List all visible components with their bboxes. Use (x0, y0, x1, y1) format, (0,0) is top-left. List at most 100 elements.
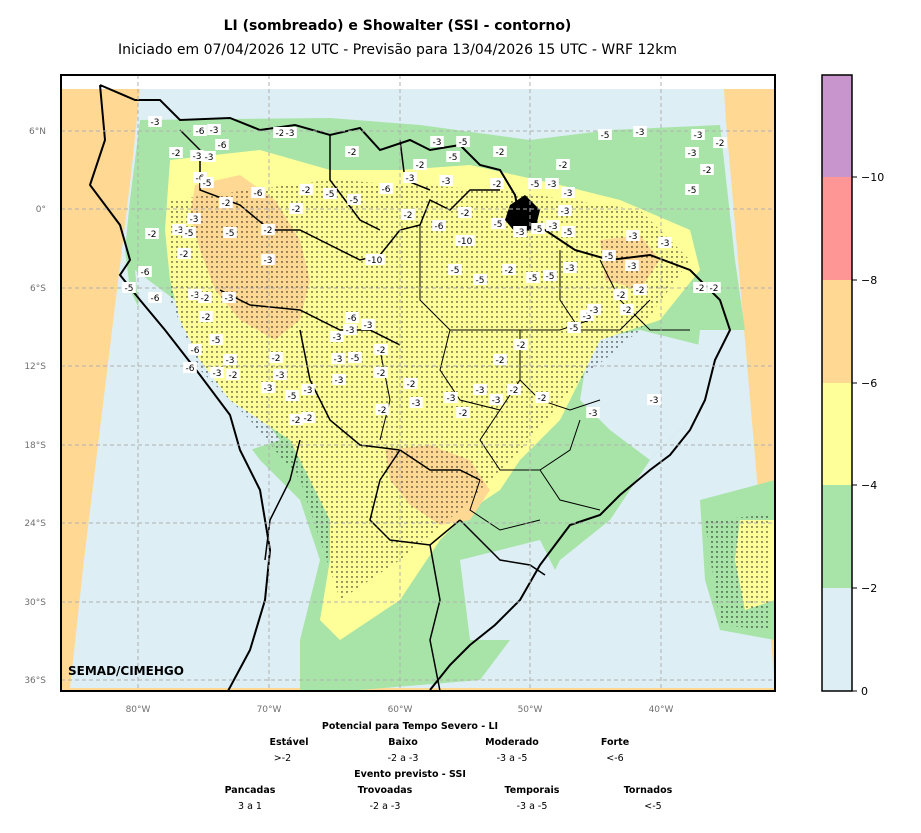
ssi-contour-label: -3 (276, 371, 285, 381)
contour-label-bg (531, 223, 545, 234)
ssi-contour-label: -2 (148, 230, 157, 240)
lon-label: 60°W (388, 705, 413, 715)
contour-label-bg (543, 270, 557, 281)
ssi-contour-label: -2 (264, 226, 273, 236)
ssi-contour-label: -2 (696, 284, 705, 294)
colorbar-tick: −8 (861, 274, 877, 287)
contour-label-bg (561, 226, 575, 237)
ssi-contour-label: -2 (710, 284, 719, 294)
ssi-contour-label: -2 (505, 266, 514, 276)
ssi-contour-label: -2 (510, 386, 519, 396)
contour-label-bg (404, 378, 418, 389)
contour-label-bg (491, 218, 505, 229)
colorbar-segment (822, 383, 852, 485)
contour-label-bg (145, 228, 159, 239)
contour-label-bg (202, 151, 216, 162)
lat-label: 6°N (29, 127, 46, 137)
contour-label-bg (193, 125, 207, 136)
lat-label: 0° (36, 205, 46, 215)
ssi-contour-label: -3 (442, 177, 451, 187)
ssi-contour-label: -3 (175, 226, 184, 236)
legend-ssi-value: -2 a -3 (369, 801, 401, 812)
contour-label-bg (685, 147, 699, 158)
ssi-contour-label: -5 (546, 272, 555, 282)
contour-label-bg (458, 207, 472, 218)
ssi-contour-label: -5 (185, 229, 194, 239)
ssi-contour-label: -5 (288, 392, 297, 402)
contour-label-bg (251, 187, 265, 198)
contour-label-bg (700, 164, 714, 175)
colorbar-tick: 0 (861, 685, 868, 698)
lat-label: 24°S (24, 519, 46, 529)
ssi-contour-label: -3 (213, 369, 222, 379)
contour-label-bg (546, 220, 560, 231)
ssi-stipple-east (705, 515, 770, 630)
ssi-contour-label: -3 (412, 399, 421, 409)
contour-label-bg (261, 382, 275, 393)
legend-li-label: Forte (600, 737, 630, 748)
contour-label-bg (526, 272, 540, 283)
lat-label: 36°S (24, 676, 46, 686)
contour-label-bg (455, 235, 475, 246)
ssi-contour-label: -2 (172, 149, 181, 159)
contour-label-bg (331, 353, 345, 364)
contour-label-bg (490, 178, 504, 189)
colorbar-segment (822, 75, 852, 177)
lon-label: 70°W (257, 705, 282, 715)
ssi-contour-label: -3 (629, 232, 638, 242)
contour-label-bg (148, 116, 162, 127)
ssi-contour-label: -5 (570, 324, 579, 334)
colorbar: 0 −2 −4 −6 −8 −10 (821, 74, 884, 698)
contour-label-bg (301, 384, 315, 395)
contour-label-bg (332, 374, 346, 385)
ssi-contour-label: -5 (326, 190, 335, 200)
ssi-contour-label: -3 (151, 118, 160, 128)
contour-label-bg (513, 226, 527, 237)
legend-li-label: Estável (269, 737, 309, 748)
legend-ssi-value: -3 a -5 (516, 801, 548, 812)
contour-label-bg (361, 319, 375, 330)
contour-label-bg (172, 224, 186, 235)
contour-label-bg (489, 394, 503, 405)
ssi-contour-label: -3 (492, 396, 501, 406)
contour-label-bg (528, 178, 542, 189)
colorbar-tick: −6 (861, 377, 877, 390)
ssi-contour-label: -3 (406, 174, 415, 184)
contour-label-bg (413, 159, 427, 170)
ssi-contour-label: -3 (264, 256, 273, 266)
ssi-contour-label: -3 (333, 333, 342, 343)
ssi-contour-label: -6 (218, 141, 227, 151)
contour-label-bg (514, 339, 528, 350)
contour-label-bg (580, 310, 594, 321)
ssi-contour-label: -5 (203, 179, 212, 189)
colorbar-segment (822, 485, 852, 588)
contour-label-bg (558, 205, 572, 216)
lon-labels: 80°W 70°W 60°W 50°W 40°W (126, 705, 674, 715)
ssi-contour-label: -3 (190, 215, 199, 225)
ssi-contour-label: -3 (226, 356, 235, 366)
legend-ssi-label: Temporais (504, 785, 560, 796)
ssi-contour-label: -5 (459, 138, 468, 148)
contour-label-bg (456, 136, 470, 147)
contour-label-bg (138, 266, 152, 277)
contour-label-bg (633, 126, 647, 137)
ssi-contour-label: -2 (276, 129, 285, 139)
contour-label-bg (219, 197, 233, 208)
ssi-contour-label: -5 (350, 196, 359, 206)
lat-labels: 6°N 0° 6°S 12°S 18°S 24°S 30°S 36°S (24, 127, 46, 686)
contour-label-bg (502, 264, 516, 275)
legend-li-title: Potencial para Tempo Severo - LI (321, 721, 499, 732)
contour-label-bg (403, 172, 417, 183)
contour-label-bg (598, 129, 612, 140)
marajo-island (505, 195, 540, 232)
contour-label-bg (602, 250, 616, 261)
ssi-contour-label: -3 (636, 128, 645, 138)
ssi-contour-label: -3 (225, 294, 234, 304)
contour-label-bg (409, 397, 423, 408)
ssi-contour-label: -3 (264, 384, 273, 394)
ssi-contour-label: -2 (623, 306, 632, 316)
map-title: LI (sombreado) e Showalter (SSI - contor… (223, 18, 572, 34)
contour-label-bg (345, 146, 359, 157)
ssi-contour-label: -3 (564, 189, 573, 199)
